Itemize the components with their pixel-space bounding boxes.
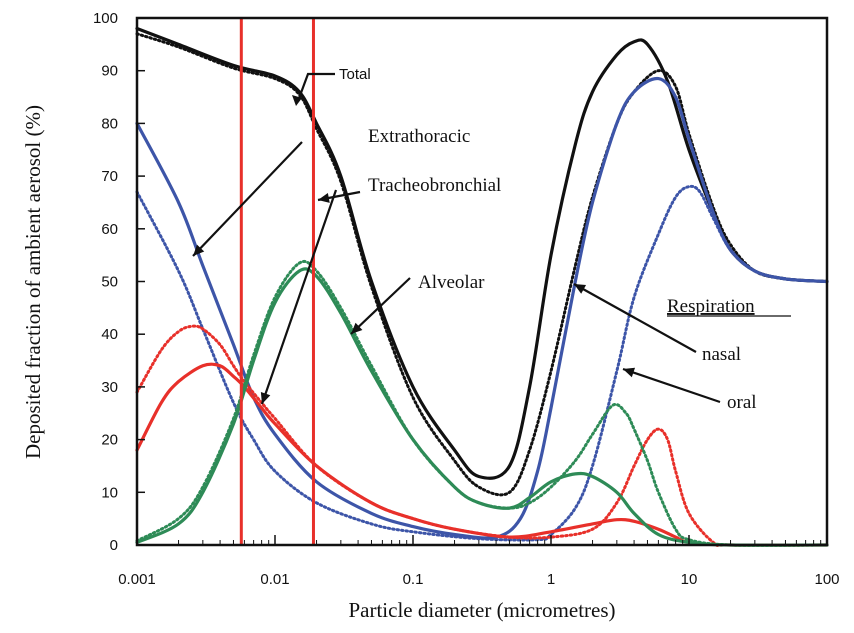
y-axis-title: Deposited fraction of ambient aerosol (%… [21, 105, 45, 459]
extrathoracic-arrow-head [193, 244, 205, 256]
x-tick-label: 1 [547, 571, 555, 588]
tracheobronchial-arrow-head [260, 391, 271, 404]
y-tick-label: 60 [101, 221, 118, 238]
tracheobronchial-arrow-shaft [260, 189, 338, 405]
alveolar-arrow-head [351, 322, 363, 334]
series-tracheobronchial-oral [135, 324, 829, 547]
total-arrow-shaft [296, 72, 335, 102]
oral-arrow-head [623, 367, 636, 378]
y-tick-label: 10 [101, 484, 118, 501]
vertical-markers [239, 18, 315, 545]
annotation-nasal: nasal [702, 344, 741, 365]
tracheobronchial-green-arrow-head [318, 193, 330, 203]
y-tick-label: 30 [101, 379, 118, 396]
annotation-extrathoracic: Extrathoracic [368, 126, 470, 147]
y-tick-label: 20 [101, 432, 118, 449]
y-tick-label: 0 [110, 537, 118, 554]
total-arrow-head [292, 95, 302, 106]
annotation-arrows [192, 72, 721, 405]
y-tick-label: 40 [101, 326, 118, 343]
x-tick-label: 10 [681, 571, 698, 588]
series-extrathoracic-oral [135, 184, 829, 542]
series-layer [135, 26, 829, 547]
annotation-tracheobronchial: Tracheobronchial [368, 175, 501, 196]
x-tick-label: 0.001 [118, 571, 156, 588]
x-tick-label: 0.01 [260, 571, 289, 588]
alveolar-arrow-shaft [350, 277, 411, 335]
y-tick-label: 70 [101, 168, 118, 185]
extrathoracic-arrow-shaft [192, 141, 303, 257]
series-alveolar-oral [135, 259, 829, 547]
annotation-alveolar: Alveolar [418, 272, 485, 293]
y-tick-label: 90 [101, 63, 118, 80]
y-tick-label: 80 [101, 115, 118, 132]
oral-arrow-shaft [622, 367, 721, 404]
nasal-arrow-shaft [573, 283, 697, 353]
axis-ticks: 0.001 0.01 0.1 1 10 100 0 10 20 30 40 50 60 70 80 90 100 [93, 10, 840, 588]
annotation-respiration: Respiration [667, 296, 755, 317]
x-tick-label: 100 [814, 571, 839, 588]
annotation-total: Total [339, 66, 371, 83]
nasal-arrow-head [574, 284, 587, 294]
y-tick-label: 100 [93, 10, 118, 27]
x-tick-label: 0.1 [403, 571, 424, 588]
x-axis-title: Particle diameter (micrometres) [348, 598, 615, 622]
annotation-oral: oral [727, 392, 757, 413]
y-tick-label: 50 [101, 274, 118, 291]
